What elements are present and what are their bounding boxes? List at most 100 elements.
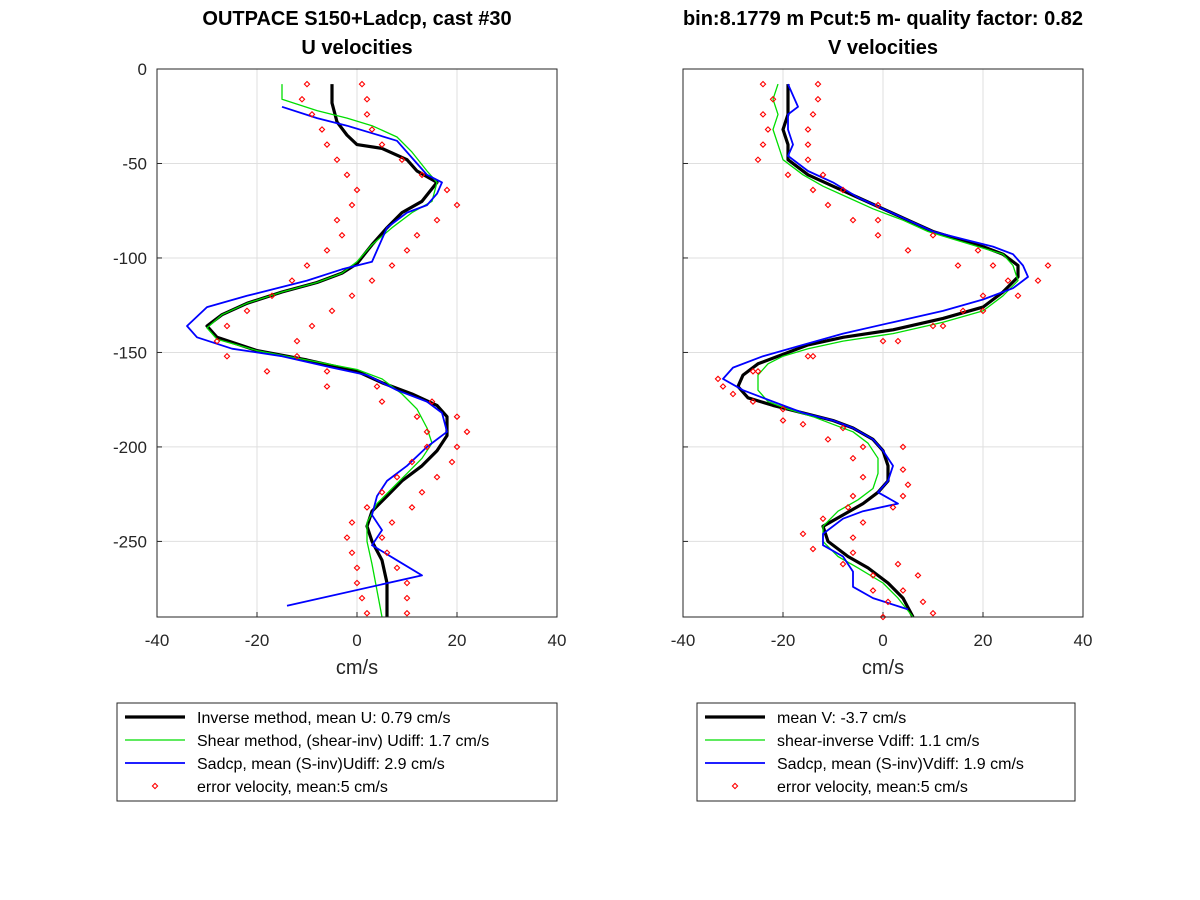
error-velocity-marker [979, 292, 987, 300]
error-velocity-marker [899, 587, 907, 594]
error-velocity-marker [899, 492, 907, 500]
x-tick-label: -40 [671, 631, 696, 650]
error-velocity-marker [844, 504, 852, 511]
error-velocity-marker [308, 322, 316, 330]
error-velocity-marker [418, 171, 426, 179]
error-velocity-marker [303, 80, 311, 88]
error-velocity-marker [318, 126, 326, 133]
legend-entry: error velocity, mean:5 cm/s [151, 779, 388, 796]
error-velocity-marker [333, 156, 341, 164]
error-velocity-marker [353, 564, 361, 572]
error-velocity-marker [884, 598, 892, 606]
error-velocity-marker [423, 443, 431, 451]
x-tick-label: 40 [1074, 631, 1093, 650]
error-velocity-marker [799, 420, 807, 428]
v-legend-box [696, 702, 1076, 802]
error-velocity-marker [859, 519, 867, 526]
error-velocity-marker [268, 292, 276, 300]
error-velocity-marker [919, 598, 927, 606]
legend-label: error velocity, mean:5 cm/s [777, 779, 968, 796]
error-velocity-marker [298, 95, 306, 103]
error-velocity-marker [849, 534, 857, 542]
error-velocity-marker [398, 156, 406, 164]
error-velocity-marker [373, 383, 381, 390]
error-velocity-marker [358, 80, 366, 88]
error-velocity-marker [378, 398, 386, 405]
x-tick-label: 20 [974, 631, 993, 650]
error-velocity-marker [348, 292, 356, 300]
error-velocity-marker [348, 549, 356, 557]
error-velocity-marker [809, 186, 817, 194]
error-velocity-marker [784, 171, 792, 179]
x-tick-label: 0 [352, 631, 361, 650]
error-velocity-marker [223, 352, 231, 360]
error-velocity-marker [1004, 277, 1012, 285]
error-velocity-marker [393, 473, 401, 481]
legend-entry: Sadcp, mean (S-inv)Udiff: 2.9 cm/s [125, 756, 445, 773]
error-velocity-marker [769, 95, 777, 103]
x-tick-label: -40 [145, 631, 170, 650]
error-velocity-marker [368, 126, 376, 133]
error-velocity-marker [223, 322, 231, 330]
error-velocity-marker [819, 515, 827, 523]
error-velocity-marker [423, 428, 431, 436]
error-velocity-marker [859, 443, 867, 451]
x-tick-label: 40 [548, 631, 567, 650]
error-velocity-marker [388, 262, 396, 269]
error-velocity-marker [1034, 277, 1042, 285]
legend-entry: mean V: -3.7 cm/s [705, 710, 906, 727]
series-line-0 [205, 84, 449, 617]
y-tick-label: -50 [122, 154, 147, 173]
error-velocity-marker [894, 337, 902, 345]
v-axes-box [682, 68, 1084, 618]
error-velocity-marker [779, 405, 787, 413]
error-velocity-marker [378, 534, 386, 542]
error-velocity-marker [804, 141, 812, 148]
error-velocity-marker [754, 367, 762, 375]
error-velocity-marker [353, 186, 361, 194]
u-axes-box [156, 68, 558, 618]
error-velocity-marker [809, 110, 817, 118]
error-velocity-marker [904, 247, 912, 254]
error-velocity-marker [874, 201, 882, 209]
error-velocity-marker [428, 398, 436, 405]
error-velocity-marker [333, 216, 341, 224]
error-velocity-marker [443, 186, 451, 194]
y-tick-label: -200 [113, 438, 147, 457]
error-velocity-marker [754, 156, 762, 164]
error-velocity-marker [413, 231, 421, 239]
error-velocity-marker [348, 519, 356, 526]
error-velocity-marker [363, 609, 371, 617]
error-velocity-marker [874, 216, 882, 224]
error-velocity-marker [874, 231, 882, 239]
error-velocity-marker [819, 171, 827, 179]
error-velocity-marker [914, 572, 922, 579]
error-velocity-marker [348, 201, 356, 209]
error-velocity-marker [403, 609, 411, 617]
error-velocity-marker [243, 307, 251, 315]
legend-label: shear-inverse Vdiff: 1.1 cm/s [777, 733, 979, 750]
v-chart-title: bin:8.1779 m Pcut:5 m- quality factor: 0… [683, 8, 1083, 30]
legend-label: mean V: -3.7 cm/s [777, 710, 906, 727]
legend-entry: error velocity, mean:5 cm/s [731, 779, 968, 796]
error-velocity-marker [974, 247, 982, 254]
legend-entry: Shear method, (shear-inv) Udiff: 1.7 cm/… [125, 733, 489, 750]
v-plot-area [714, 80, 1052, 621]
v-x-axis-label: cm/s [862, 657, 904, 679]
y-tick-label: -150 [113, 343, 147, 362]
error-velocity-marker [799, 530, 807, 538]
error-velocity-marker [939, 322, 947, 330]
error-velocity-marker [759, 141, 767, 148]
error-velocity-marker [293, 352, 301, 360]
error-velocity-marker [388, 519, 396, 526]
x-tick-label: -20 [245, 631, 270, 650]
v-chart-subtitle: V velocities [828, 37, 938, 59]
error-velocity-marker [263, 367, 271, 375]
error-velocity-marker [929, 609, 937, 617]
error-velocity-marker [433, 216, 441, 224]
y-tick-label: -250 [113, 532, 147, 551]
error-velocity-marker [749, 398, 757, 405]
error-velocity-marker [749, 367, 757, 375]
error-velocity-marker [393, 564, 401, 572]
series-line-2 [722, 83, 1029, 611]
